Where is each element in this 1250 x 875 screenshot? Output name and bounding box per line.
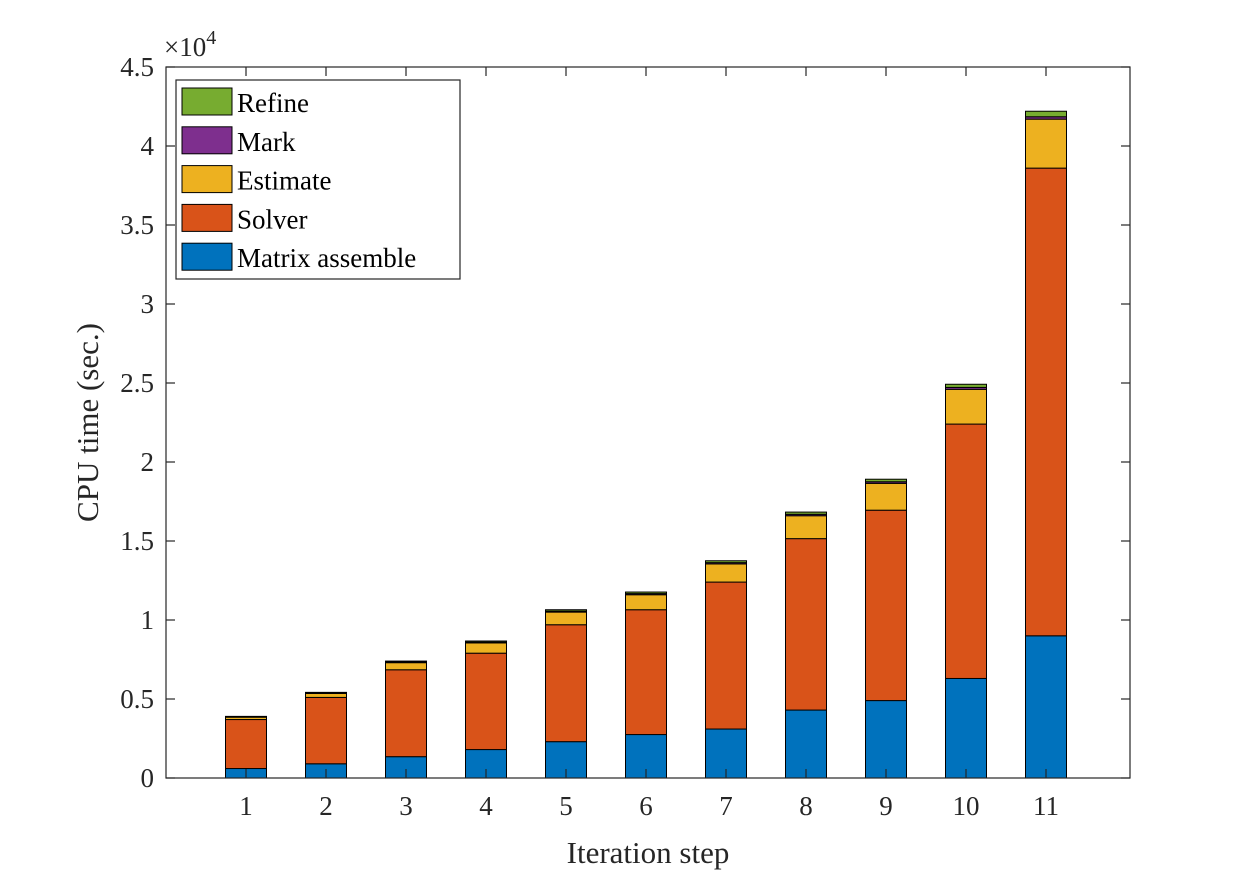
bar-segment-refine-step-2 [305,691,347,694]
bar-segment-matrix-assemble-step-11 [1025,635,1067,779]
bar-segment-solver-step-8 [785,538,827,711]
x-tick-label: 8 [799,791,813,821]
y-tick-label: 3 [141,289,155,319]
bar-segment-refine-step-4 [465,640,507,643]
x-tick-label: 6 [639,791,653,821]
legend-swatch-matrix-assemble [181,242,233,271]
bar-segment-estimate-step-10 [945,388,987,425]
x-tick-label: 7 [719,791,733,821]
legend-swatch-refine [181,87,233,116]
plot-frame [165,66,1131,779]
x-tick-label: 2 [319,791,333,821]
y-tick-label: 1 [141,605,155,635]
bar-segment-solver-step-3 [385,669,427,758]
x-axis-ticks: 1 2 3 4 5 6 7 8 9 10 11 [239,67,1059,821]
bar-segment-solver-step-2 [305,696,347,765]
legend-label-solver: Solver [237,204,308,234]
bars-group [225,110,1067,779]
bar-segment-refine-step-8 [785,511,827,515]
y-tick-label: 2.5 [120,368,154,398]
bar-segment-estimate-step-8 [785,515,827,540]
bar-segment-solver-step-9 [865,509,907,702]
legend-label-refine: Refine [237,88,309,118]
y-axis-ticks: 0 0.5 1 1.5 2 2.5 3 3.5 4 4.5 [120,52,1130,793]
bar-segment-estimate-step-11 [1025,118,1067,169]
x-tick-label: 10 [953,791,980,821]
x-tick-label: 4 [479,791,493,821]
bar-segment-solver-step-6 [625,609,667,736]
x-tick-label: 1 [239,791,253,821]
y-tick-label: 4 [141,131,155,161]
y-axis-title: CPU time (sec.) [70,323,105,522]
legend: Refine Mark Estimate Solver Matrix assemble [175,79,461,280]
y-tick-label: 0 [141,763,155,793]
bar-segment-estimate-step-7 [705,563,747,583]
bar-segment-refine-step-7 [705,560,747,564]
bar-segment-estimate-step-4 [465,642,507,654]
legend-label-matrix-assemble: Matrix assemble [237,243,416,273]
bar-segment-estimate-step-9 [865,482,907,511]
x-tick-label: 5 [559,791,573,821]
y-tick-label: 1.5 [120,526,154,556]
x-axis-title: Iteration step [567,835,730,870]
bar-segment-matrix-assemble-step-10 [945,677,987,779]
bar-segment-solver-step-4 [465,652,507,751]
bar-segment-refine-step-6 [625,591,667,595]
y-exponent-label: ×104 [164,27,216,62]
bar-segment-estimate-step-5 [545,611,587,626]
legend-swatch-mark [181,126,233,155]
bar-segment-refine-step-3 [385,660,427,663]
legend-swatch-solver [181,203,233,232]
bar-segment-matrix-assemble-step-9 [865,700,907,779]
legend-label-mark: Mark [237,127,296,157]
bar-segment-solver-step-11 [1025,167,1067,637]
bar-segment-solver-step-5 [545,624,587,743]
x-tick-label: 11 [1033,791,1059,821]
bar-segment-solver-step-1 [225,719,267,770]
bar-segment-refine-step-9 [865,478,907,483]
legend-swatch-estimate [181,165,233,194]
bar-segment-matrix-assemble-step-8 [785,709,827,779]
x-tick-label: 9 [879,791,893,821]
bar-segment-refine-step-10 [945,383,987,388]
y-tick-label: 2 [141,447,155,477]
y-tick-label: 0.5 [120,684,154,714]
bar-segment-refine-step-5 [545,609,587,612]
bar-segment-solver-step-10 [945,423,987,679]
y-tick-label: 3.5 [120,210,154,240]
legend-label-estimate: Estimate [237,166,331,196]
bar-segment-estimate-step-6 [625,594,667,611]
bar-segment-estimate-step-2 [305,692,347,698]
bar-segment-solver-step-7 [705,581,747,730]
x-tick-label: 3 [399,791,413,821]
bar-segment-estimate-step-3 [385,662,427,671]
bar-segment-refine-step-11 [1025,110,1067,118]
y-tick-label: 4.5 [120,52,154,82]
